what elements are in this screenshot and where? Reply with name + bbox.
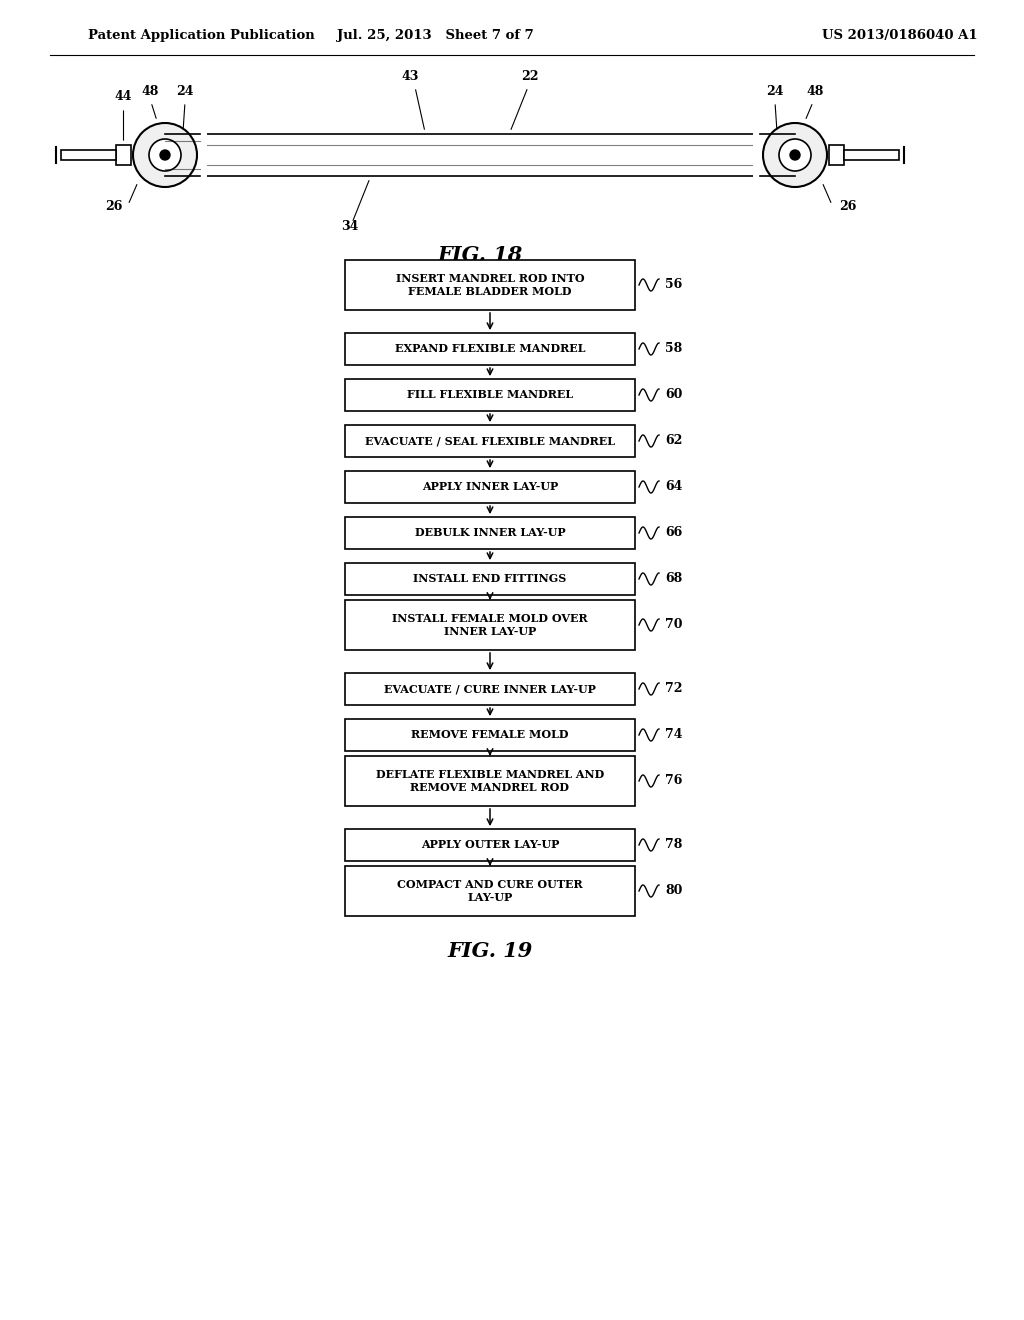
Text: COMPACT AND CURE OUTER
LAY-UP: COMPACT AND CURE OUTER LAY-UP (397, 879, 583, 903)
Bar (345, 829, 635, 861)
Text: Jul. 25, 2013   Sheet 7 of 7: Jul. 25, 2013 Sheet 7 of 7 (337, 29, 534, 41)
Text: INSERT MANDREL ROD INTO
FEMALE BLADDER MOLD: INSERT MANDREL ROD INTO FEMALE BLADDER M… (395, 273, 585, 297)
Circle shape (763, 123, 827, 187)
Bar (345, 379, 635, 411)
Bar (116, 145, 131, 165)
Text: APPLY OUTER LAY-UP: APPLY OUTER LAY-UP (421, 840, 559, 850)
Text: 76: 76 (665, 775, 682, 788)
Text: 43: 43 (401, 70, 419, 83)
Text: EVACUATE / CURE INNER LAY-UP: EVACUATE / CURE INNER LAY-UP (384, 684, 596, 694)
Bar (844, 150, 899, 160)
Text: INSTALL FEMALE MOLD OVER
INNER LAY-UP: INSTALL FEMALE MOLD OVER INNER LAY-UP (392, 612, 588, 636)
Bar (345, 756, 635, 807)
Text: 80: 80 (665, 884, 682, 898)
Bar (345, 866, 635, 916)
Text: FIG. 18: FIG. 18 (437, 246, 522, 265)
Bar (345, 601, 635, 649)
Bar (345, 425, 635, 457)
Text: EVACUATE / SEAL FLEXIBLE MANDREL: EVACUATE / SEAL FLEXIBLE MANDREL (365, 436, 615, 446)
Bar (61, 150, 116, 160)
Text: 24: 24 (176, 84, 194, 98)
Text: 22: 22 (521, 70, 539, 83)
Text: 58: 58 (665, 342, 682, 355)
Text: 70: 70 (665, 619, 683, 631)
Circle shape (150, 139, 181, 172)
Text: DEFLATE FLEXIBLE MANDREL AND
REMOVE MANDREL ROD: DEFLATE FLEXIBLE MANDREL AND REMOVE MAND… (376, 770, 604, 793)
Text: 56: 56 (665, 279, 682, 292)
Text: 26: 26 (105, 201, 123, 213)
Text: Patent Application Publication: Patent Application Publication (88, 29, 314, 41)
Circle shape (779, 139, 811, 172)
Text: 78: 78 (665, 838, 682, 851)
Text: 26: 26 (839, 201, 856, 213)
Bar (345, 719, 635, 751)
Text: EXPAND FLEXIBLE MANDREL: EXPAND FLEXIBLE MANDREL (394, 343, 586, 355)
Text: 68: 68 (665, 573, 682, 586)
Bar (345, 333, 635, 366)
Circle shape (133, 123, 197, 187)
Circle shape (790, 150, 800, 160)
Text: 24: 24 (766, 84, 783, 98)
Text: REMOVE FEMALE MOLD: REMOVE FEMALE MOLD (412, 730, 568, 741)
Text: 64: 64 (665, 480, 682, 494)
Bar (345, 673, 635, 705)
Circle shape (160, 150, 170, 160)
Bar (753, 133, 795, 177)
Text: FILL FLEXIBLE MANDREL: FILL FLEXIBLE MANDREL (407, 389, 573, 400)
Text: 48: 48 (806, 84, 823, 98)
Bar (345, 517, 635, 549)
Bar (829, 145, 844, 165)
Text: 34: 34 (341, 220, 358, 234)
Bar (345, 471, 635, 503)
Text: 44: 44 (115, 90, 132, 103)
Text: FIG. 19: FIG. 19 (447, 941, 532, 961)
Text: INSTALL END FITTINGS: INSTALL END FITTINGS (414, 573, 566, 585)
Text: APPLY INNER LAY-UP: APPLY INNER LAY-UP (422, 482, 558, 492)
Text: 48: 48 (141, 84, 159, 98)
Text: 66: 66 (665, 527, 682, 540)
Text: DEBULK INNER LAY-UP: DEBULK INNER LAY-UP (415, 528, 565, 539)
Bar (345, 564, 635, 595)
Text: 74: 74 (665, 729, 683, 742)
Text: 60: 60 (665, 388, 682, 401)
Text: US 2013/0186040 A1: US 2013/0186040 A1 (822, 29, 978, 41)
Text: 72: 72 (665, 682, 683, 696)
Text: 62: 62 (665, 434, 682, 447)
Bar (345, 260, 635, 310)
Bar (165, 133, 207, 177)
